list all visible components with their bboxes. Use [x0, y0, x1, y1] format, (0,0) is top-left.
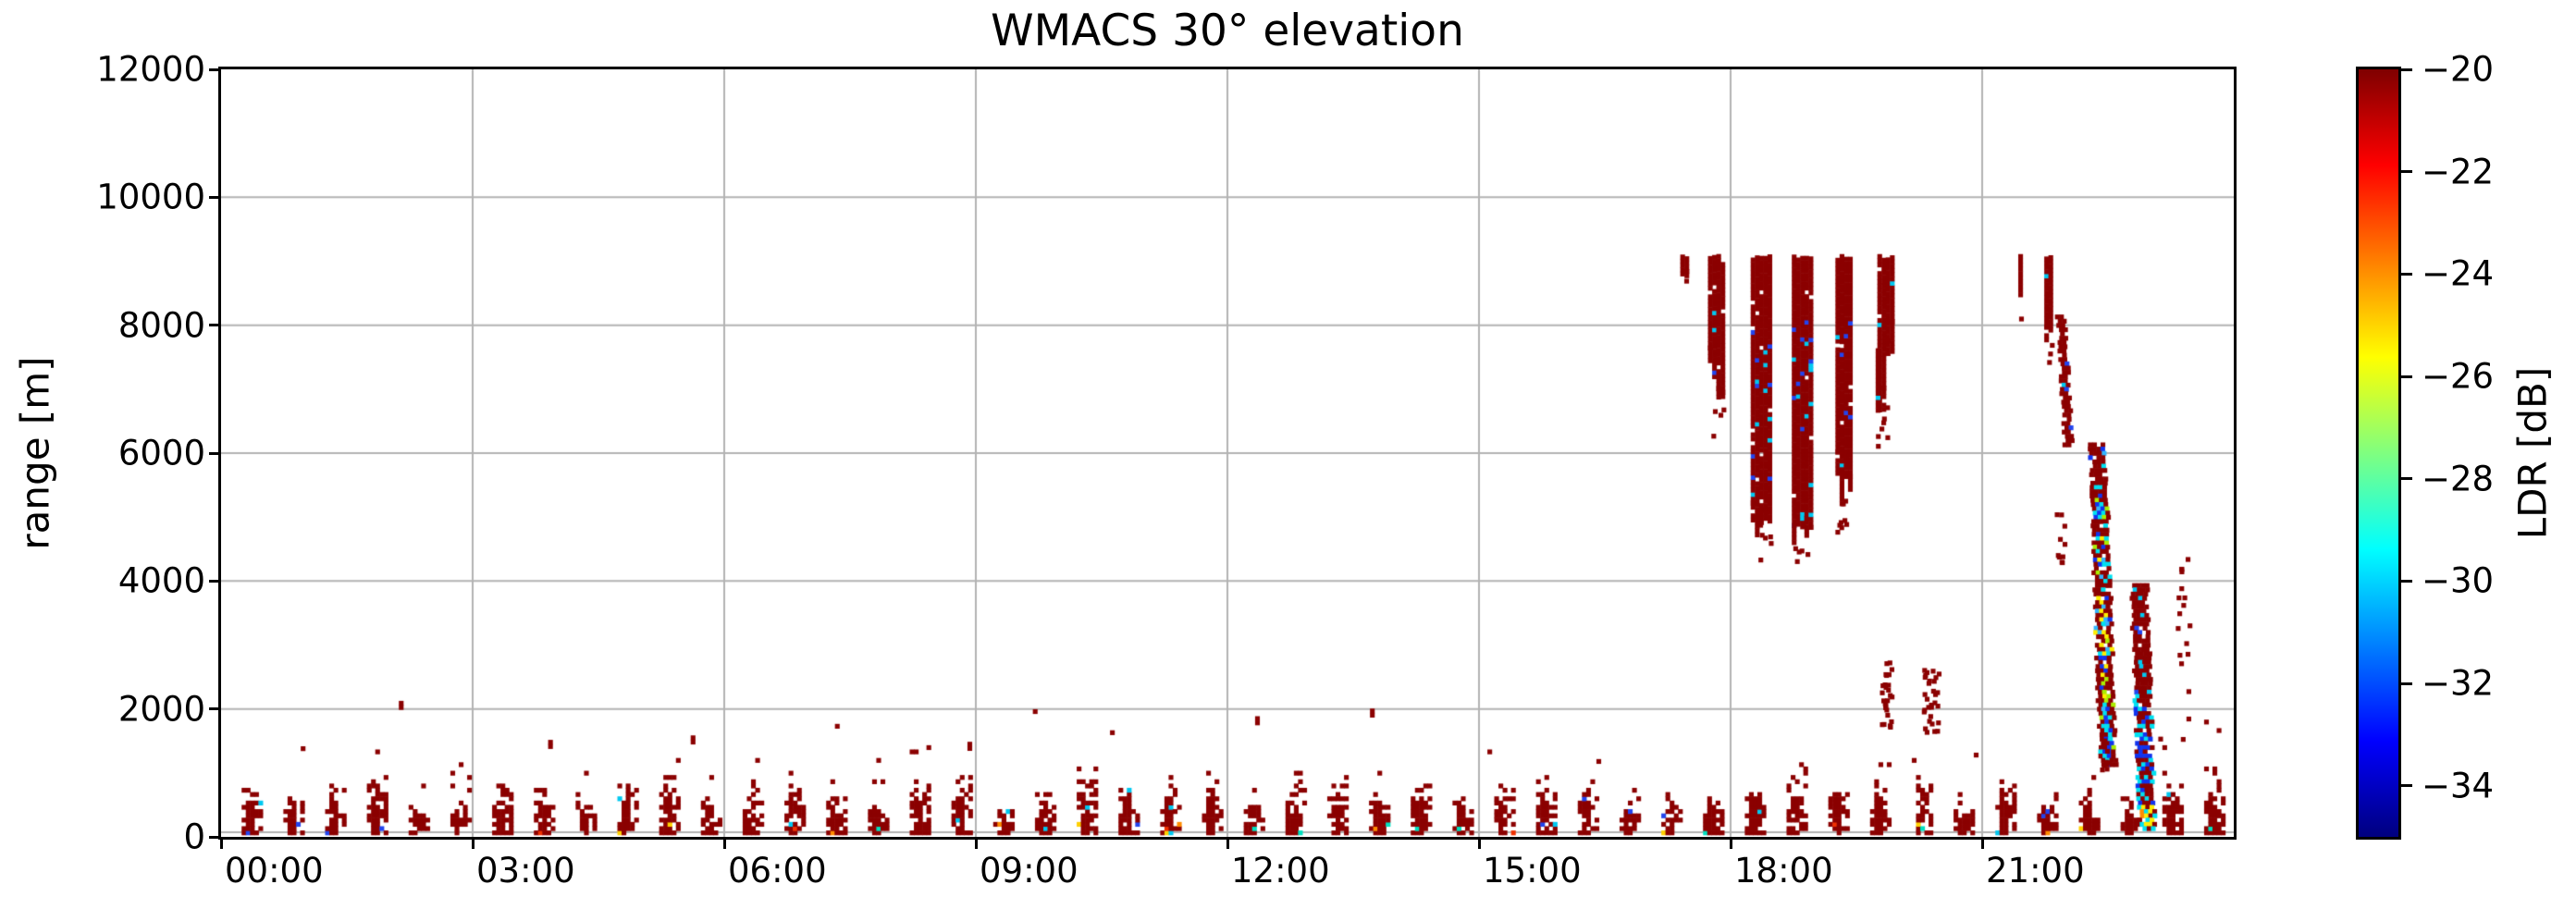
colorbar-tick-mark: [2401, 477, 2412, 481]
colorbar-tick-mark: [2401, 68, 2412, 71]
y-tick-mark: [209, 451, 221, 455]
colorbar-tick-mark: [2401, 170, 2412, 174]
y-tick-label: 4000: [117, 560, 205, 601]
colorbar-tick-label: −22: [2422, 152, 2495, 192]
y-tick-label: 12000: [96, 49, 205, 90]
colorbar-tick-label: −34: [2422, 766, 2495, 806]
colorbar-tick-label: −26: [2422, 356, 2495, 397]
x-tick-label: 15:00: [1483, 851, 1582, 891]
x-tick-label: 18:00: [1734, 851, 1833, 891]
y-tick-label: 10000: [96, 177, 205, 217]
colorbar-tick-label: −28: [2422, 459, 2495, 499]
y-tick-label: 6000: [117, 433, 205, 473]
x-tick-mark: [219, 837, 223, 849]
x-tick-mark: [1729, 837, 1732, 849]
colorbar-tick-mark: [2401, 272, 2412, 276]
y-tick-label: 0: [183, 817, 205, 857]
colorbar-tick-mark: [2401, 579, 2412, 583]
x-tick-mark: [1477, 837, 1481, 849]
x-tick-mark: [974, 837, 978, 849]
x-tick-label: 03:00: [476, 851, 575, 891]
x-tick-mark: [1980, 837, 1984, 849]
y-tick-mark: [209, 835, 221, 839]
y-tick-mark: [209, 68, 221, 71]
colorbar-tick-label: −24: [2422, 253, 2495, 294]
y-tick-label: 2000: [117, 689, 205, 730]
x-tick-label: 09:00: [980, 851, 1078, 891]
x-tick-label: 12:00: [1231, 851, 1330, 891]
colorbar-tick-mark: [2401, 682, 2412, 685]
colorbar-label: LDR [dB]: [2509, 366, 2556, 540]
x-tick-label: 21:00: [1986, 851, 2085, 891]
x-tick-label: 00:00: [225, 851, 324, 891]
colorbar-tick-mark: [2401, 375, 2412, 378]
y-tick-mark: [209, 579, 221, 583]
y-tick-mark: [209, 324, 221, 327]
y-tick-mark: [209, 195, 221, 199]
colorbar-tick-label: −20: [2422, 49, 2495, 90]
heatmap-canvas: [221, 69, 2234, 837]
x-tick-mark: [1226, 837, 1229, 849]
colorbar-tick-mark: [2401, 784, 2412, 788]
x-tick-mark: [722, 837, 726, 849]
y-tick-label: 8000: [117, 305, 205, 346]
colorbar-tick-label: −30: [2422, 560, 2495, 601]
colorbar-tick-label: −32: [2422, 663, 2495, 704]
colorbar-gradient: [2359, 69, 2398, 837]
x-tick-label: 06:00: [728, 851, 827, 891]
x-tick-mark: [471, 837, 475, 849]
chart-title: WMACS 30° elevation: [991, 6, 1464, 56]
y-tick-mark: [209, 707, 221, 711]
